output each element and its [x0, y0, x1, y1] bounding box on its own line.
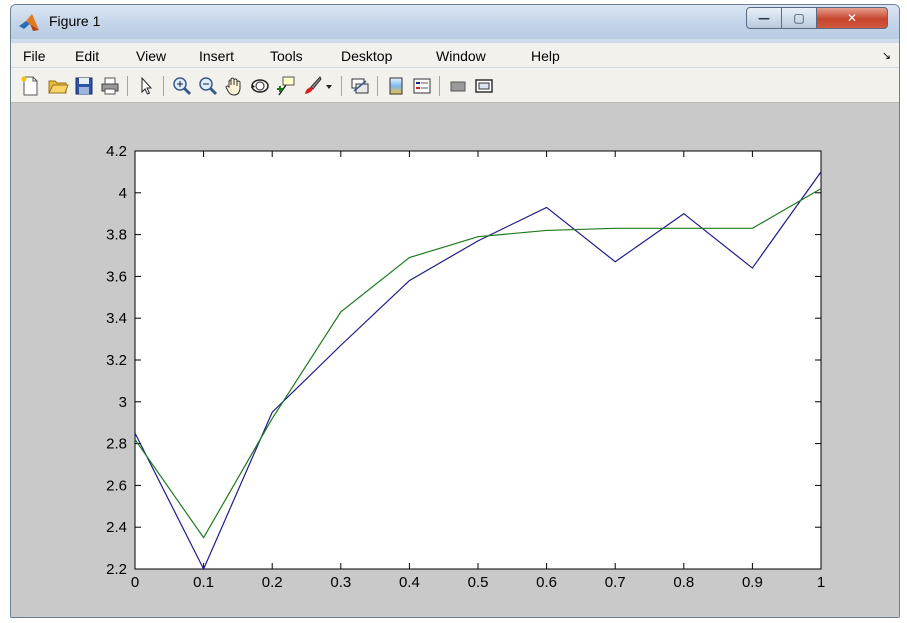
zoom-in-icon[interactable]	[171, 75, 193, 97]
y-tick-label: 2.4	[106, 519, 127, 536]
y-tick-label: 4	[119, 185, 127, 202]
tick-labels: 0 0.1 0.2 0.3 0.4 0.5 0.6 0.7 0.8 0.9 1 2.2 2.4 2.6 2.…	[106, 143, 825, 591]
menu-window[interactable]: Window	[436, 48, 486, 64]
y-tick-label: 2.6	[106, 477, 127, 494]
series-1-line[interactable]	[134, 171, 822, 571]
line-chart: 0 0.1 0.2 0.3 0.4 0.5 0.6 0.7 0.8 0.9 1 2.2 2.4 2.6 2.…	[106, 143, 825, 591]
y-tick-label: 3.8	[106, 227, 127, 244]
data-cursor-icon[interactable]	[275, 75, 297, 97]
menu-tools[interactable]: Tools	[270, 48, 303, 64]
menu-desktop[interactable]: Desktop	[341, 48, 393, 64]
title-bar[interactable]: Figure 1 — ▢ ✕	[11, 5, 899, 39]
x-tick-label: 1	[817, 574, 825, 591]
pan-hand-icon[interactable]	[223, 75, 245, 97]
toolbar-separator	[377, 76, 378, 96]
close-button[interactable]: ✕	[816, 7, 888, 29]
toolbar-separator	[127, 76, 128, 96]
axis-ticks	[134, 150, 822, 570]
y-tick-label: 3.6	[106, 268, 127, 285]
figure-window: Figure 1 — ▢ ✕ File Edit View Insert Too…	[10, 4, 900, 618]
toolbar-separator	[163, 76, 164, 96]
x-tick-label: 0.1	[193, 574, 214, 591]
toolbar-separator	[439, 76, 440, 96]
menu-help[interactable]: Help	[531, 48, 560, 64]
y-tick-label: 4.2	[106, 143, 127, 160]
x-tick-label: 0.2	[262, 574, 283, 591]
menu-view[interactable]: View	[136, 48, 167, 64]
x-tick-label: 0	[131, 574, 139, 591]
zoom-out-icon[interactable]	[197, 75, 219, 97]
menu-insert[interactable]: Insert	[199, 48, 235, 64]
colorbar-icon[interactable]	[385, 75, 407, 97]
x-tick-label: 0.6	[536, 574, 557, 591]
brush-icon[interactable]	[301, 75, 323, 97]
hide-plot-tools-icon[interactable]	[447, 75, 469, 97]
toolbar-separator	[341, 76, 342, 96]
brush-dropdown-icon[interactable]	[323, 75, 335, 97]
x-tick-label: 0.5	[468, 574, 489, 591]
figure-canvas: 0 0.1 0.2 0.3 0.4 0.5 0.6 0.7 0.8 0.9 1 2.2 2.4 2.6 2.…	[11, 103, 899, 617]
menu-file[interactable]: File	[23, 48, 46, 64]
legend-icon[interactable]	[411, 75, 433, 97]
minimize-button[interactable]: —	[746, 7, 782, 29]
y-tick-label: 2.8	[106, 436, 127, 453]
save-icon[interactable]	[73, 75, 95, 97]
series-lines	[134, 171, 822, 571]
link-plot-icon[interactable]	[349, 75, 371, 97]
x-tick-label: 0.7	[605, 574, 626, 591]
menu-overflow-arrow-icon[interactable]: ↘	[881, 49, 891, 62]
y-tick-label: 2.2	[106, 561, 127, 578]
matlab-logo-icon	[19, 14, 39, 31]
y-tick-label: 3	[119, 394, 127, 411]
menu-edit[interactable]: Edit	[75, 48, 100, 64]
maximize-button[interactable]: ▢	[781, 7, 817, 29]
window-title: Figure 1	[49, 13, 101, 29]
pointer-icon[interactable]	[135, 75, 157, 97]
rotate-3d-icon[interactable]	[249, 75, 271, 97]
x-tick-label: 0.3	[330, 574, 351, 591]
y-tick-label: 3.4	[106, 310, 127, 327]
open-file-icon[interactable]	[47, 75, 69, 97]
x-tick-label: 0.4	[399, 574, 420, 591]
y-tick-label: 3.2	[106, 352, 127, 369]
figure-toolbar	[11, 68, 899, 103]
menu-bar: File Edit View Insert Tools Desktop Wind…	[11, 43, 899, 67]
x-tick-label: 0.9	[742, 574, 763, 591]
series-2-line[interactable]	[134, 188, 822, 539]
plot-area[interactable]	[134, 150, 822, 570]
show-plot-tools-icon[interactable]	[473, 75, 495, 97]
new-figure-icon[interactable]	[19, 75, 41, 97]
x-tick-label: 0.8	[673, 574, 694, 591]
print-icon[interactable]	[99, 75, 121, 97]
